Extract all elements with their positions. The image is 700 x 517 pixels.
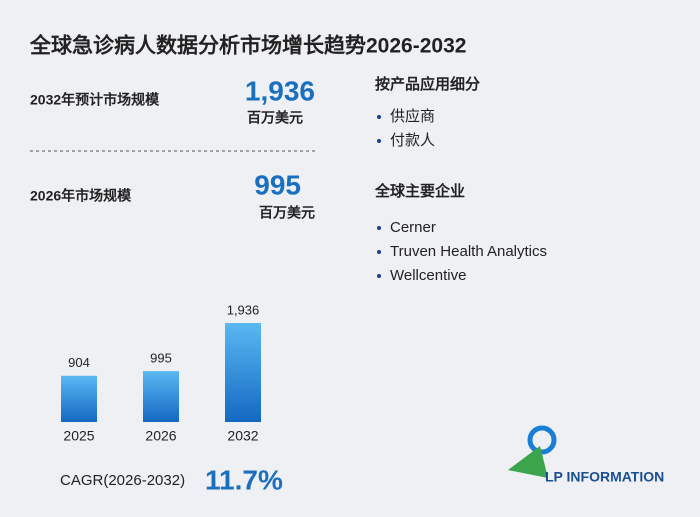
bullet [377,274,381,278]
bullet [377,139,381,143]
cagr-label: CAGR(2026-2032) [60,472,185,489]
list-item: 付款人 [390,132,435,149]
stat-unit: 百万美元 [259,205,315,221]
value-label: 995 [150,351,172,366]
list-item: 供应商 [390,107,435,125]
section-title: 全球主要企业 [374,182,465,200]
section-title: 按产品应用细分 [375,75,480,93]
logo-text: LP INFORMATION [545,469,664,485]
list-item: Wellcentive [390,267,466,284]
logo: LP INFORMATION [508,425,664,485]
stat-label: 2026年市场规模 [30,188,132,204]
list-item: Truven Health Analytics [390,243,547,260]
stat-value: 995 [254,169,301,200]
logo-mark [508,446,548,478]
category-label: 2026 [145,428,176,444]
stat-value: 1,936 [245,75,315,106]
bullet [377,226,381,230]
stat-unit: 百万美元 [247,110,303,126]
bar [61,375,97,422]
logo-mark [527,425,557,455]
category-label: 2025 [63,428,94,444]
bullet [377,115,381,119]
stat-label: 2032年预计市场规模 [30,92,160,108]
bar [143,371,179,422]
value-label: 904 [68,355,90,370]
bar [225,323,261,422]
category-label: 2032 [227,428,258,444]
list-item: Cerner [390,219,436,236]
bullet [377,250,381,254]
value-label: 1,936 [227,302,260,317]
title: 全球急诊病人数据分析市场增长趋势2026-2032 [29,34,466,58]
cagr-value: 11.7% [205,464,283,495]
